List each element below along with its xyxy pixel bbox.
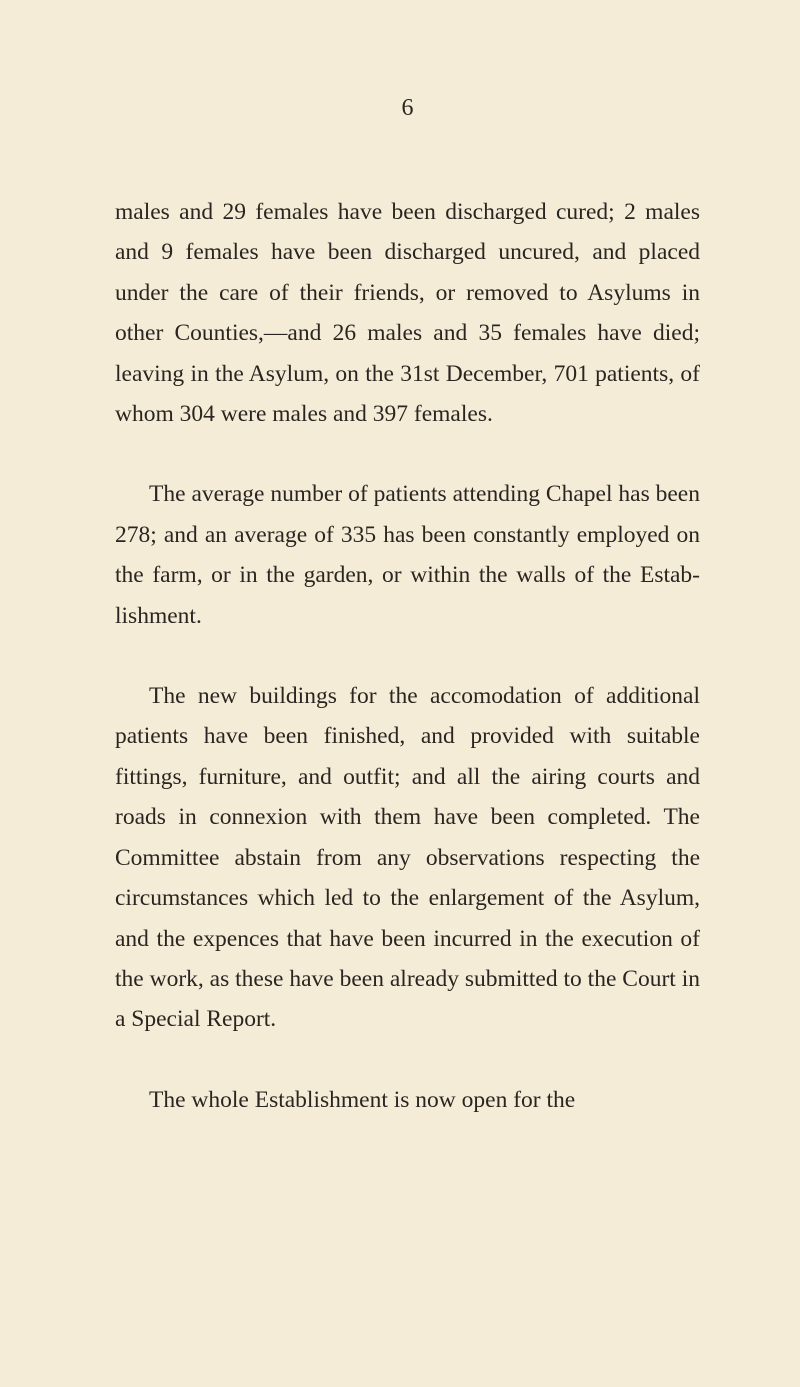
paragraph-4-text: The whole Establishment is now open for … [149,1087,575,1113]
paragraph-1: males and 29 females have been discharge… [115,192,700,434]
paragraph-2: The average number of patients attending… [115,474,700,636]
page-number: 6 [115,95,700,122]
paragraph-2-text: The average number of patients attending… [115,481,700,628]
paragraph-4: The whole Establishment is now open for … [115,1080,700,1120]
paragraph-3: The new buildings for the accomodation o… [115,676,700,1040]
paragraph-3-text: The new buildings for the accomodation o… [115,683,700,1032]
